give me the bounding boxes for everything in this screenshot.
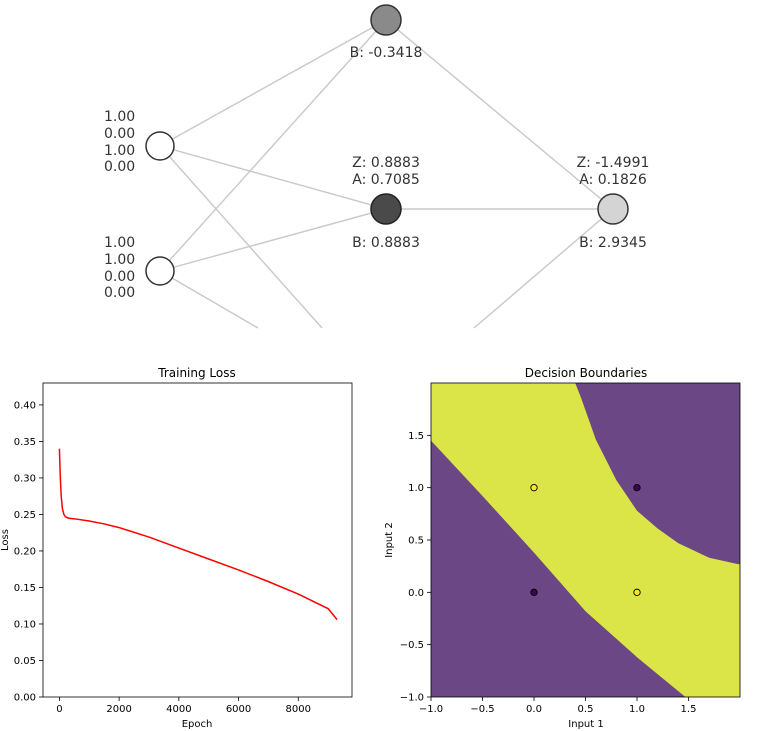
input-node-2-value-3: 0.00 [104,269,135,285]
output-node-bias: B: 2.9345 [579,235,647,251]
input-node-1 [145,131,175,161]
edge-h1-out [385,19,614,210]
hidden-node-1 [370,4,402,36]
loss-xtick-label: 0 [56,704,62,715]
output-node-a: A: 0.1826 [579,172,647,188]
db-plot-frame [430,382,741,698]
db-data-point [530,484,538,492]
edge-in2-h1 [159,19,387,272]
db-ytick-label: 0.0 [408,588,424,599]
db-region-class-1 [431,383,740,697]
input-node-2 [145,256,175,286]
edge-offscreen-out [473,208,614,329]
loss-ytick-label: 0.00 [14,693,36,704]
db-ytick-label: 1.0 [408,483,424,494]
loss-ytick-label: 0.15 [14,583,36,594]
loss-ytick-label: 0.25 [14,510,36,521]
edge-in2-h2 [159,208,387,272]
loss-xtick-label: 4000 [166,704,191,715]
db-chart-title: Decision Boundaries [525,366,648,380]
loss-xtick-label: 2000 [106,704,131,715]
edge-in2-offscreen [159,270,259,329]
loss-plot-frame [42,382,353,698]
db-xtick-label: −0.5 [470,704,494,715]
input-node-2-value-4: 0.00 [104,285,135,301]
db-region-class-0 [431,383,740,697]
db-ylabel: Input 2 [384,522,395,557]
loss-series-line [58,448,338,621]
output-node [597,193,629,225]
loss-ytick-label: 0.40 [14,400,36,411]
db-ytick-label: 0.5 [408,536,424,547]
db-ytick-label: 1.5 [408,431,424,442]
db-ytick-label: −1.0 [400,693,424,704]
output-node-z: Z: -1.4991 [577,155,650,171]
loss-xlabel: Epoch [182,719,213,730]
loss-ytick-label: 0.05 [14,656,36,667]
db-xtick-label: 0.5 [578,704,594,715]
db-xtick-label: 1.0 [629,704,645,715]
network-diagram: 1.00 0.00 1.00 0.00 1.00 1.00 0.00 0.00 … [104,4,650,329]
network-edges [159,19,614,329]
db-data-point [530,588,538,596]
hidden-node-1-bias: B: -0.3418 [350,45,423,61]
input-node-1-value-1: 1.00 [104,109,135,125]
decision-boundaries-chart: Decision Boundaries −1.0 −0.5 0.0 0.5 1.0 1.5… [384,366,741,730]
db-xtick-label: 1.5 [681,704,697,715]
loss-ytick-label: 0.30 [14,473,36,484]
hidden-node-2-bias: B: 0.8883 [352,235,420,251]
edge-in1-h2 [159,145,387,210]
input-node-2-value-2: 1.00 [104,252,135,268]
loss-ytick-label: 0.20 [14,546,36,557]
input-node-2-value-1: 1.00 [104,235,135,251]
loss-ylabel: Loss [0,529,11,551]
input-node-1-value-2: 0.00 [104,126,135,142]
db-data-point [633,484,641,492]
input-node-1-value-4: 0.00 [104,159,135,175]
loss-xtick-label: 8000 [286,704,311,715]
edge-in1-h1 [159,19,387,147]
loss-ytick-label: 0.10 [14,619,36,630]
hidden-node-2-z: Z: 0.8883 [352,155,420,171]
loss-chart-title: Training Loss [157,366,235,380]
db-xlabel: Input 1 [568,719,603,730]
db-ytick-label: −0.5 [400,640,424,651]
db-xtick-label: −1.0 [419,704,443,715]
input-node-1-value-3: 1.00 [104,143,135,159]
hidden-node-2-a: A: 0.7085 [352,172,419,188]
edge-in1-offscreen [159,145,323,329]
training-loss-chart: Training Loss 0 2000 4000 6000 8000 0.00 0.05 0… [0,366,353,730]
loss-ytick-label: 0.35 [14,437,36,448]
db-xtick-label: 0.0 [526,704,542,715]
db-data-point [633,588,641,596]
hidden-node-2 [370,193,402,225]
loss-xtick-label: 6000 [226,704,251,715]
